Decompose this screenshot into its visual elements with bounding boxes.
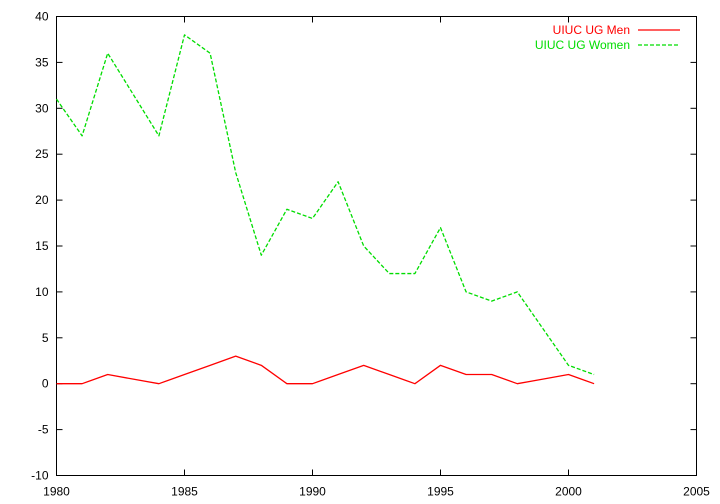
- plot-frame: [56, 16, 697, 476]
- y-tick-label: 20: [35, 193, 49, 207]
- x-tick-label: 1980: [43, 485, 70, 499]
- y-tick-label: 10: [35, 285, 49, 299]
- legend-label-1: UIUC UG Men: [553, 23, 630, 37]
- y-tick-label: -5: [38, 423, 49, 437]
- axis-ticks: [56, 16, 697, 476]
- y-tick-label: 25: [35, 147, 49, 161]
- x-tick-label: 2005: [683, 485, 710, 499]
- series-line-2: [55, 34, 595, 376]
- x-tick-label: 1985: [171, 485, 198, 499]
- y-tick-label: 30: [35, 101, 49, 115]
- legend-label-2: UIUC UG Women: [535, 38, 630, 52]
- y-tick-label: 15: [35, 239, 49, 253]
- y-tick-label: 35: [35, 55, 49, 69]
- y-tick-label: -10: [31, 469, 49, 483]
- series-line-1: [56, 355, 595, 385]
- axis-tick-labels: 1980 1985 1990 1995 2000 2005 -10 -5 0 5 10 15 20 25 3…: [31, 10, 710, 499]
- x-tick-label: 2000: [555, 485, 582, 499]
- x-tick-label: 1990: [299, 485, 326, 499]
- y-tick-label: 40: [35, 10, 49, 24]
- y-tick-label: 0: [42, 377, 49, 391]
- x-tick-label: 1995: [427, 485, 454, 499]
- y-tick-label: 5: [42, 331, 49, 345]
- series-lines: [55, 34, 595, 385]
